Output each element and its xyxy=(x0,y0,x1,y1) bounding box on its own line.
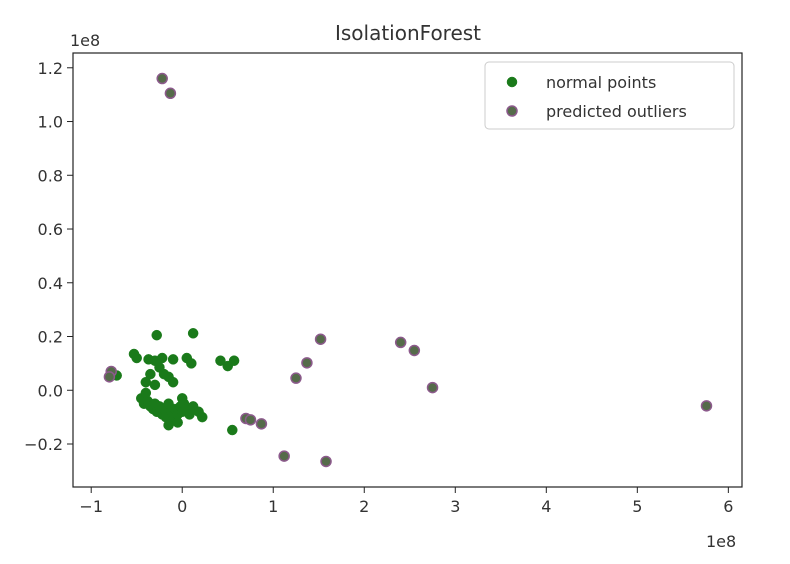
data-point-predicted-outliers xyxy=(426,381,439,394)
y-axis-ticks: −0.2 0.0 0.2 0.4 0.6 0.8 1.0 1.2 xyxy=(24,59,73,454)
data-point-normal-points xyxy=(187,328,199,339)
data-point-predicted-outliers xyxy=(164,87,177,100)
x-tick-label: 1 xyxy=(268,497,278,516)
data-point-predicted-outliers xyxy=(314,333,327,345)
data-point-normal-points xyxy=(156,352,168,364)
legend-marker-predicted-outliers xyxy=(506,105,518,117)
data-point-normal-points xyxy=(140,376,152,388)
data-point-predicted-outliers xyxy=(394,336,407,349)
data-point-predicted-outliers xyxy=(700,400,713,412)
data-point-normal-points xyxy=(215,355,226,366)
data-point-normal-points xyxy=(167,376,179,388)
y-tick-label: −0.2 xyxy=(24,435,63,454)
x-tick-label: 2 xyxy=(359,497,369,516)
x-tick-label: 6 xyxy=(723,497,733,516)
y-axis-scale-label: 1e8 xyxy=(70,31,100,50)
data-point-predicted-outliers xyxy=(320,455,332,468)
data-point-normal-points xyxy=(163,419,174,431)
y-tick-label: 0.0 xyxy=(38,381,63,400)
data-point-normal-points xyxy=(167,354,179,365)
data-point-normal-points xyxy=(196,411,208,423)
x-tick-label: −1 xyxy=(79,497,103,516)
data-point-predicted-outliers xyxy=(278,450,290,462)
plot-area-frame xyxy=(72,52,743,488)
legend-label-predicted-outliers: predicted outliers xyxy=(546,102,687,121)
y-tick-label: 1.2 xyxy=(38,59,63,78)
data-point-normal-points xyxy=(227,424,238,436)
scatter-points xyxy=(103,72,713,468)
data-point-normal-points xyxy=(151,329,162,341)
data-point-normal-points xyxy=(228,355,240,366)
data-point-predicted-outliers xyxy=(244,414,257,426)
data-point-predicted-outliers xyxy=(290,372,302,384)
data-point-normal-points xyxy=(186,358,197,369)
data-point-normal-points xyxy=(149,379,161,391)
x-tick-label: 0 xyxy=(177,497,187,516)
data-point-predicted-outliers xyxy=(408,344,421,357)
x-axis-scale-label: 1e8 xyxy=(706,532,736,551)
legend-label-normal-points: normal points xyxy=(546,73,656,92)
y-tick-label: 0.4 xyxy=(38,274,63,293)
data-point-normal-points xyxy=(140,387,152,399)
x-tick-label: 4 xyxy=(541,497,551,516)
x-tick-label: 3 xyxy=(450,497,460,516)
y-tick-label: 0.6 xyxy=(38,220,63,239)
legend: normal points predicted outliers xyxy=(484,61,735,130)
y-tick-label: 0.2 xyxy=(38,328,63,347)
data-point-normal-points xyxy=(131,352,142,364)
data-point-normal-points xyxy=(154,362,165,373)
x-tick-label: 5 xyxy=(632,497,642,516)
data-point-predicted-outliers xyxy=(156,72,168,85)
data-point-normal-points xyxy=(176,393,188,404)
legend-marker-normal-points xyxy=(506,76,518,88)
data-point-normal-points xyxy=(145,368,156,380)
x-axis-ticks: −1 0 1 2 3 4 5 6 xyxy=(79,487,733,516)
y-tick-label: 0.8 xyxy=(38,166,63,185)
data-point-normal-points xyxy=(172,417,183,428)
y-tick-label: 1.0 xyxy=(38,113,63,132)
data-point-predicted-outliers xyxy=(103,371,116,383)
data-point-predicted-outliers xyxy=(301,357,313,369)
chart-title: IsolationForest xyxy=(335,21,481,45)
legend-frame xyxy=(484,61,735,130)
data-point-predicted-outliers xyxy=(255,418,268,430)
